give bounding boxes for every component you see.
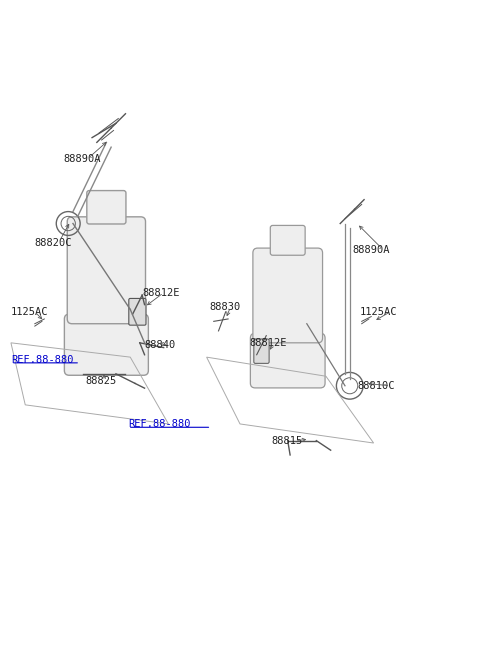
Text: 88830: 88830 [209,302,240,312]
FancyBboxPatch shape [67,217,145,324]
FancyBboxPatch shape [253,248,323,343]
FancyBboxPatch shape [64,314,148,375]
Text: 88812E: 88812E [250,338,287,348]
FancyBboxPatch shape [270,225,305,256]
FancyBboxPatch shape [251,333,325,388]
FancyBboxPatch shape [87,191,126,224]
Text: 88840: 88840 [144,340,176,350]
Text: 88820C: 88820C [35,238,72,248]
Text: 1125AC: 1125AC [360,307,397,317]
Text: REF.88-880: REF.88-880 [128,419,191,429]
Text: 1125AC: 1125AC [11,307,48,317]
FancyBboxPatch shape [129,298,146,325]
Text: 88812E: 88812E [142,288,180,298]
Text: REF.88-880: REF.88-880 [11,355,73,365]
Text: 88825: 88825 [85,376,116,386]
Text: 88815: 88815 [271,436,302,445]
FancyBboxPatch shape [254,339,269,363]
Text: 88890A: 88890A [352,245,390,255]
Text: 88810C: 88810C [357,381,395,391]
Text: 88890A: 88890A [63,154,101,164]
